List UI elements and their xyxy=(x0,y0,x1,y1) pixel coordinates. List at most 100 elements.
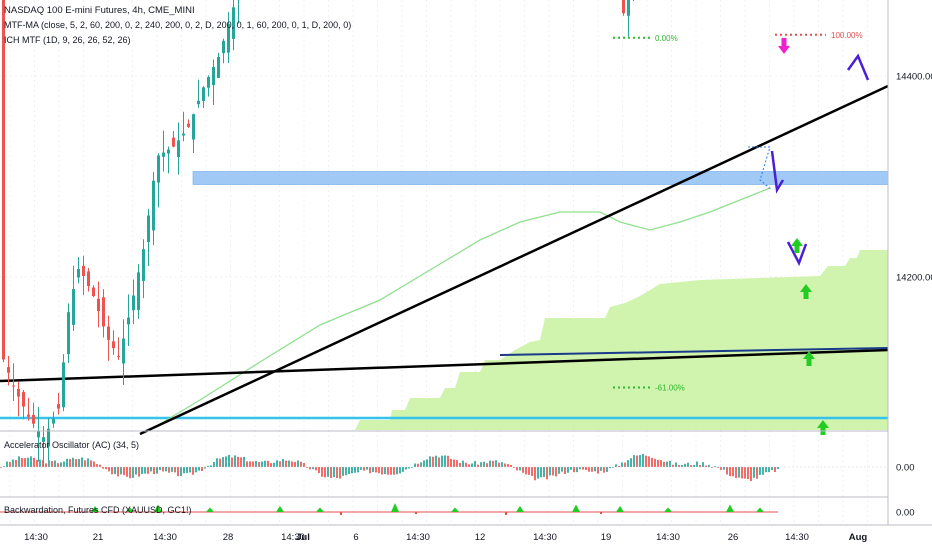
ac-bar xyxy=(42,460,44,467)
candle xyxy=(132,295,135,311)
candle xyxy=(7,367,10,373)
candle xyxy=(192,114,195,140)
ac-bar xyxy=(18,456,20,467)
ac-bar xyxy=(45,463,47,467)
ac-bar xyxy=(0,467,2,468)
ac-bar xyxy=(96,464,98,467)
candle xyxy=(197,100,200,105)
ac-bar xyxy=(693,465,695,467)
ac-bar xyxy=(468,464,470,467)
ac-bar xyxy=(639,455,641,467)
ac-bar xyxy=(438,457,440,467)
mtf-ma-legend[interactable]: MTF-MA (close, 5, 2, 60, 200, 0, 2, 240,… xyxy=(4,20,352,30)
retracement-dots xyxy=(748,146,773,191)
ac-bar xyxy=(27,457,29,467)
projection-arrowhead-up xyxy=(846,53,870,81)
ac-bar xyxy=(396,467,398,475)
ac-bar xyxy=(240,457,242,467)
ac-bar xyxy=(447,455,449,467)
candles xyxy=(2,0,634,466)
ac-bar xyxy=(66,458,68,467)
ac-bar xyxy=(486,463,488,467)
ac-bar xyxy=(531,467,533,476)
ac-bar xyxy=(573,467,575,473)
ac-bar xyxy=(663,461,665,467)
backwardation-indicator xyxy=(0,503,778,515)
trend-lines[interactable] xyxy=(0,84,889,436)
ac-bar xyxy=(411,467,413,468)
candle xyxy=(27,414,30,417)
ac-bar xyxy=(588,467,590,472)
ichimoku-cloud xyxy=(300,250,888,430)
ac-bar xyxy=(660,460,662,467)
ac-bar xyxy=(63,461,65,467)
ac-bar xyxy=(315,467,317,471)
ac-bar xyxy=(444,455,446,467)
bw-spike xyxy=(391,503,399,512)
ac-bar xyxy=(633,455,635,467)
ac-bar xyxy=(738,467,740,478)
candle xyxy=(82,265,85,276)
ac-bar xyxy=(657,459,659,467)
candle xyxy=(137,272,140,310)
candle xyxy=(212,66,215,86)
ac-bar xyxy=(252,461,254,467)
bw-spike xyxy=(516,506,524,512)
ac-bar xyxy=(93,461,95,467)
trendline-navy xyxy=(499,347,889,356)
ac-bar xyxy=(435,455,437,467)
ichimoku-legend[interactable]: ICH MTF (1D, 9, 26, 26, 52, 26) xyxy=(4,35,131,45)
ac-bar xyxy=(264,460,266,467)
bw-spike xyxy=(154,504,162,512)
ac-bar xyxy=(507,464,509,467)
candle xyxy=(232,7,235,39)
ac-bar xyxy=(393,467,395,475)
ac-bar xyxy=(132,467,134,478)
ac-bar xyxy=(294,461,296,467)
fibonacci-levels[interactable]: 161.80%100.00%61.80%38.20%0.00%-61.00%0.… xyxy=(613,0,863,393)
ac-bar xyxy=(228,454,230,467)
backwardation-legend[interactable]: Backwardation, Futures CFD (XAUUSD, GC1!… xyxy=(4,505,192,515)
ac-bar xyxy=(336,467,338,478)
candle xyxy=(2,0,5,360)
candle xyxy=(142,249,145,281)
ac-bar xyxy=(516,467,518,471)
ac-bar xyxy=(603,467,605,473)
ac-bar xyxy=(768,467,770,473)
candle xyxy=(47,428,50,447)
ac-bar xyxy=(525,467,527,475)
ac-bar xyxy=(300,461,302,467)
ac-bar xyxy=(216,458,218,467)
ac-bar xyxy=(759,467,761,475)
ac-bar xyxy=(681,464,683,467)
ac-bar xyxy=(570,467,572,470)
ac-bar xyxy=(165,467,167,472)
accelerator-oscillator xyxy=(0,453,888,482)
ac-bar xyxy=(90,460,92,467)
ac-bar xyxy=(309,467,311,470)
ac-bar xyxy=(408,467,410,469)
ac-bar xyxy=(615,464,617,467)
candle xyxy=(152,180,155,231)
ac-bar xyxy=(129,467,131,479)
ac-bar xyxy=(108,467,110,472)
bw-y-tick-label: 0.00 xyxy=(896,508,915,519)
ac-legend[interactable]: Accelerator Oscillator (AC) (34, 5) xyxy=(4,440,140,450)
ac-bar xyxy=(189,467,191,473)
x-tick-label: 28 xyxy=(223,532,234,543)
candle xyxy=(187,123,190,127)
bw-spike xyxy=(126,507,134,512)
x-tick-label: Aug xyxy=(849,532,868,543)
ac-bar xyxy=(279,461,281,467)
ac-bar xyxy=(714,466,716,468)
candle xyxy=(177,140,180,158)
bw-spike xyxy=(726,504,734,512)
price-zones xyxy=(0,171,889,420)
projection-path[interactable] xyxy=(745,0,870,267)
ac-bar xyxy=(669,460,671,467)
ac-bar xyxy=(690,465,692,467)
ac-bar xyxy=(321,467,323,477)
ac-bar xyxy=(255,461,257,467)
